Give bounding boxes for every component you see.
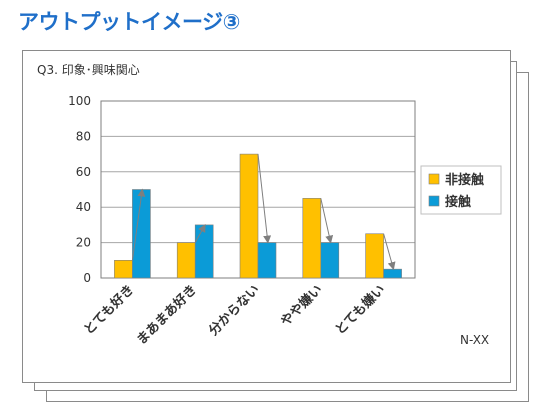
legend-swatch — [428, 173, 440, 185]
bar-series1 — [239, 153, 259, 279]
bar-series1 — [176, 242, 196, 279]
bar-series2 — [320, 242, 340, 279]
y-tick-label: 20 — [76, 236, 91, 250]
y-tick-label: 80 — [76, 129, 91, 143]
slide-front: Q3. 印象･興味関心 0 20 40 60 80 100 とても好き まあまあ好き 分からない… — [22, 50, 511, 383]
bar-series2 — [194, 224, 214, 279]
y-tick-label: 60 — [76, 165, 91, 179]
y-tick-label: 0 — [83, 271, 91, 285]
slide-code: N-XX — [460, 333, 490, 347]
chart-title: Q3. 印象･興味関心 — [37, 63, 140, 77]
category-label: とても嫌い — [332, 282, 389, 339]
y-tick-label: 40 — [76, 200, 91, 214]
change-arrow — [131, 188, 146, 261]
category-label: とても好き — [81, 282, 138, 339]
category-label: 分からない — [206, 282, 263, 339]
bar-series2 — [132, 189, 151, 279]
bar-series1 — [302, 198, 322, 279]
legend-swatch — [428, 195, 440, 207]
change-arrow — [194, 224, 206, 243]
bar-series2 — [257, 242, 277, 279]
category-label: やや嫌い — [278, 282, 326, 330]
change-arrow — [320, 198, 334, 244]
legend-label: 接触 — [445, 194, 471, 210]
page-title: アウトプットイメージ③ — [18, 10, 240, 34]
bar-series2 — [383, 268, 402, 279]
y-tick-label: 100 — [68, 94, 91, 108]
category-label: まあまあ好き — [134, 282, 200, 348]
change-arrow — [383, 233, 396, 271]
bar-series1 — [365, 233, 384, 279]
bar-series1 — [114, 260, 133, 279]
legend-label: 非接触 — [445, 172, 484, 188]
change-arrow — [257, 154, 272, 244]
